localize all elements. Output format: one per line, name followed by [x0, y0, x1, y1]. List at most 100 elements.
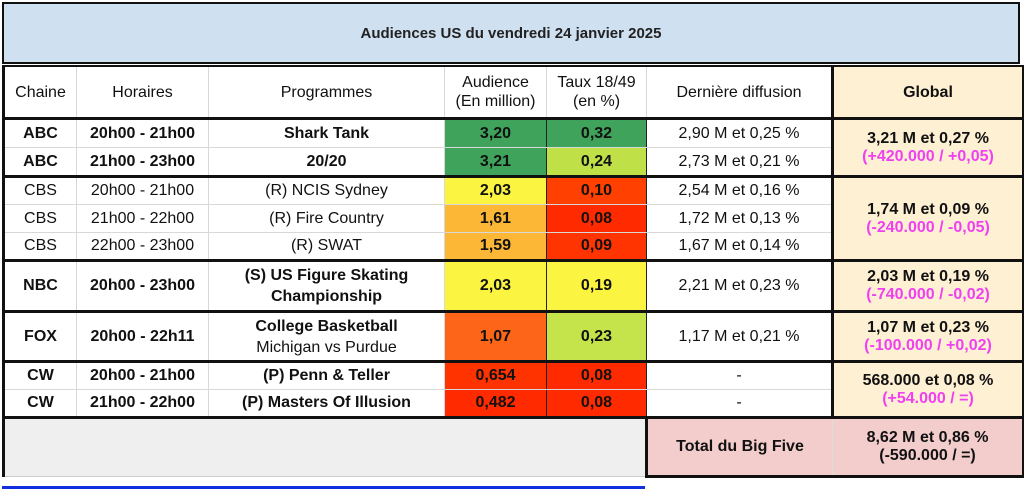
- total-diff: (-590.000 / =): [879, 447, 976, 464]
- cell-taux: 0,08: [546, 389, 647, 418]
- cell-audience: 0,654: [444, 360, 547, 390]
- programme-line2: Michigan vs Purdue: [256, 338, 397, 356]
- cell-derniere: -: [646, 360, 834, 390]
- cell-programme: 20/20: [208, 147, 445, 177]
- cell-programme: (S) US Figure Skating Championship: [208, 259, 445, 312]
- table-row: FOX 20h00 - 22h11 College Basketball Mich…: [2, 310, 1024, 362]
- cell-programme: (P) Masters Of Illusion: [208, 389, 445, 418]
- cell-chaine: CBS: [2, 232, 77, 261]
- footer-empty: [2, 416, 647, 477]
- cell-horaires: 21h00 - 22h00: [76, 389, 209, 418]
- cell-audience: 0,482: [444, 389, 547, 418]
- global-cw-diff: (+54.000 / =): [882, 389, 974, 407]
- table-row: ABC 21h00 - 23h00 20/20 3,21 0,24 2,73 M…: [2, 147, 1024, 177]
- cell-derniere: 1,72 M et 0,13 %: [646, 204, 834, 233]
- global-nbc-main: 2,03 M et 0,19 %: [867, 268, 989, 285]
- programme-line1: (S) US Figure Skating: [244, 267, 409, 284]
- global-nbc-diff: (-740.000 / -0,02): [866, 286, 990, 303]
- header-horaires: Horaires: [76, 65, 209, 119]
- cell-programme: Shark Tank: [208, 117, 445, 148]
- header-chaine: Chaine: [2, 65, 77, 119]
- header-taux-line2: (en %): [572, 93, 621, 110]
- header-audience: Audience (En million): [444, 65, 547, 119]
- cell-chaine: CBS: [2, 204, 77, 233]
- table-row: CBS 20h00 - 21h00 (R) NCIS Sydney 2,03 0…: [2, 175, 1024, 261]
- global-fox-main: 1,07 M et 0,23 %: [867, 318, 989, 336]
- global-cw-main: 568.000 et 0,08 %: [862, 371, 994, 389]
- global-abc-main: 3,21 M et 0,27 %: [867, 129, 989, 147]
- header-row: Chaine Horaires Programmes Audience (En m…: [2, 65, 1024, 119]
- global-fox: 1,07 M et 0,23 % (-100.000 / +0,02): [832, 310, 1024, 362]
- cell-chaine: ABC: [2, 117, 77, 148]
- cell-horaires: 20h00 - 21h00: [76, 175, 209, 205]
- header-audience-line1: Audience: [462, 74, 529, 91]
- cell-taux: 0,08: [546, 360, 647, 390]
- cell-taux: 0,08: [546, 204, 647, 233]
- table-title: Audiences US du vendredi 24 janvier 2025: [2, 2, 1020, 64]
- global-cbs-main: 1,74 M et 0,09 %: [867, 200, 989, 218]
- total-main: 8,62 M et 0,86 %: [866, 429, 989, 446]
- cell-programme: (R) SWAT: [208, 232, 445, 261]
- cell-derniere: 2,90 M et 0,25 %: [646, 117, 834, 148]
- global-nbc: 2,03 M et 0,19 % (-740.000 / -0,02): [832, 259, 1024, 312]
- global-abc-diff: (+420.000 / +0,05): [862, 147, 994, 165]
- table-row: CW 20h00 - 21h00 (P) Penn & Teller 0,654…: [2, 360, 1024, 418]
- cell-horaires: 21h00 - 23h00: [76, 147, 209, 177]
- table-row: NBC 20h00 - 23h00 (S) US Figure Skating C…: [2, 259, 1024, 312]
- cell-audience: 1,61: [444, 204, 547, 233]
- cell-horaires: 20h00 - 23h00: [76, 259, 209, 312]
- cell-derniere: 2,21 M et 0,23 %: [646, 259, 834, 312]
- table-row: CBS 21h00 - 22h00 (R) Fire Country 1,61 …: [2, 204, 1024, 233]
- cell-horaires: 20h00 - 21h00: [76, 360, 209, 390]
- global-cw: 568.000 et 0,08 % (+54.000 / =): [832, 360, 1024, 418]
- cell-horaires: 21h00 - 22h00: [76, 204, 209, 233]
- cell-chaine: CW: [2, 360, 77, 390]
- cell-derniere: -: [646, 389, 834, 418]
- cell-horaires: 20h00 - 22h11: [76, 310, 209, 362]
- selection-bar: [2, 486, 645, 489]
- cell-chaine: CBS: [2, 175, 77, 205]
- header-global: Global: [832, 65, 1024, 119]
- cell-taux: 0,09: [546, 232, 647, 261]
- global-cbs: 1,74 M et 0,09 % (-240.000 / -0,05): [832, 175, 1024, 261]
- cell-taux: 0,19: [546, 259, 647, 312]
- programme-line1: College Basketball: [255, 317, 398, 335]
- global-abc: 3,21 M et 0,27 % (+420.000 / +0,05): [832, 117, 1024, 177]
- cell-taux: 0,32: [546, 117, 647, 148]
- table-row: CBS 22h00 - 23h00 (R) SWAT 1,59 0,09 1,6…: [2, 232, 1024, 261]
- cell-programme: (R) NCIS Sydney: [208, 175, 445, 205]
- total-row: Total du Big Five 8,62 M et 0,86 % (-590.…: [2, 416, 1024, 478]
- title-text: Audiences US du vendredi 24 janvier 2025: [360, 24, 662, 42]
- cell-programme: College Basketball Michigan vs Purdue: [208, 310, 445, 362]
- header-programmes: Programmes: [208, 65, 445, 119]
- cell-chaine: CW: [2, 389, 77, 418]
- cell-derniere: 1,67 M et 0,14 %: [646, 232, 834, 261]
- cell-chaine: NBC: [2, 259, 77, 312]
- cell-horaires: 20h00 - 21h00: [76, 117, 209, 148]
- cell-derniere: 1,17 M et 0,21 %: [646, 310, 834, 362]
- cell-taux: 0,24: [546, 147, 647, 177]
- cell-audience: 3,21: [444, 147, 547, 177]
- header-derniere: Dernière diffusion: [646, 65, 834, 119]
- cell-taux: 0,10: [546, 175, 647, 205]
- cell-programme: (P) Penn & Teller: [208, 360, 445, 390]
- cell-audience: 2,03: [444, 259, 547, 312]
- total-value: 8,62 M et 0,86 % (-590.000 / =): [832, 416, 1024, 478]
- header-audience-line2: (En million): [455, 93, 536, 110]
- cell-horaires: 22h00 - 23h00: [76, 232, 209, 261]
- cell-chaine: FOX: [2, 310, 77, 362]
- total-label: Total du Big Five: [645, 416, 833, 478]
- cell-audience: 1,59: [444, 232, 547, 261]
- global-fox-diff: (-100.000 / +0,02): [864, 336, 992, 354]
- cell-audience: 2,03: [444, 175, 547, 205]
- cell-derniere: 2,73 M et 0,21 %: [646, 147, 834, 177]
- global-cbs-diff: (-240.000 / -0,05): [866, 218, 990, 236]
- cell-chaine: ABC: [2, 147, 77, 177]
- cell-audience: 1,07: [444, 310, 547, 362]
- cell-programme: (R) Fire Country: [208, 204, 445, 233]
- cell-taux: 0,23: [546, 310, 647, 362]
- cell-derniere: 2,54 M et 0,16 %: [646, 175, 834, 205]
- cell-audience: 3,20: [444, 117, 547, 148]
- table-row: ABC 20h00 - 21h00 Shark Tank 3,20 0,32 2…: [2, 117, 1024, 177]
- programme-line2: Championship: [270, 288, 383, 305]
